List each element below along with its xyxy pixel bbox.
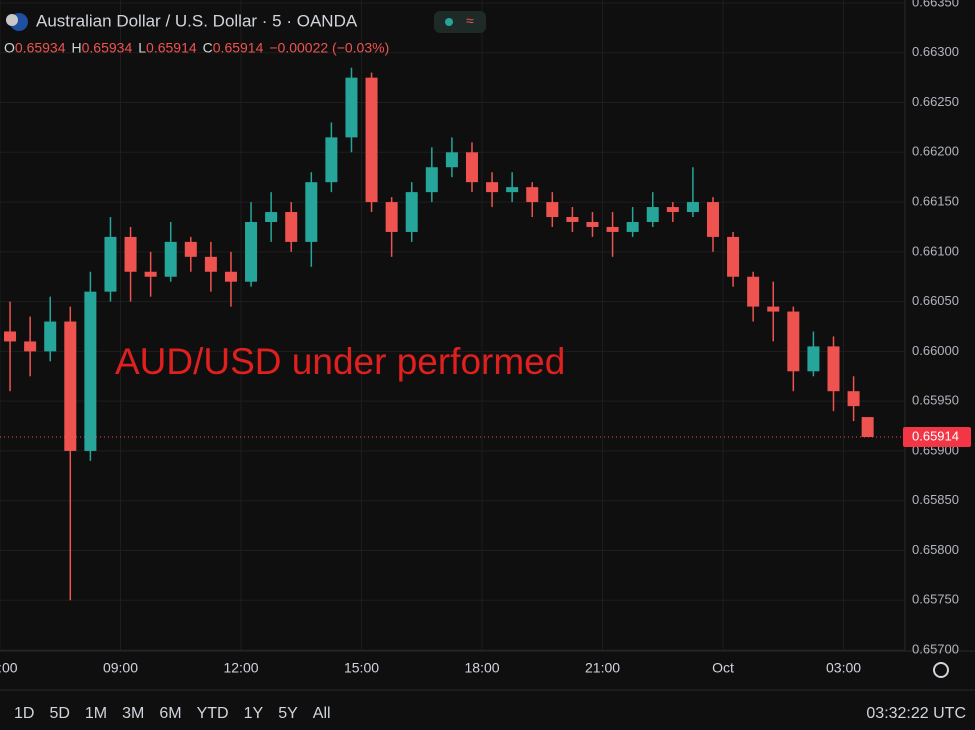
candle-body (4, 331, 17, 342)
candle-body (566, 217, 579, 222)
range-button[interactable]: 3M (122, 705, 144, 722)
x-tick-label: 09:00 (103, 660, 138, 676)
range-button[interactable]: 6M (159, 705, 181, 722)
candle-body (861, 417, 874, 437)
range-button[interactable]: All (313, 705, 331, 722)
candle-body (727, 236, 740, 277)
ohlc-value: 0.65914 (213, 40, 264, 56)
last-price-tag (903, 426, 971, 447)
status-dot (445, 18, 453, 26)
candle-body (425, 167, 438, 193)
candle-body (305, 182, 318, 242)
candles (4, 67, 874, 601)
candle-body (64, 321, 77, 451)
candle-body (224, 271, 237, 282)
candle-body (747, 276, 760, 307)
status-icon: ≈ (466, 13, 474, 29)
ohlc-label: L (138, 40, 146, 56)
candle-body (265, 212, 278, 222)
x-tick-label: 15:00 (344, 660, 379, 676)
y-tick-label: 0.65750 (912, 592, 959, 607)
candle-body (586, 221, 599, 227)
y-tick-label: 0.65950 (912, 393, 959, 408)
x-tick-label: 06:00 (0, 660, 18, 676)
ohlc-label: H (72, 40, 82, 56)
status-badge (434, 11, 486, 33)
y-tick-label: 0.66150 (912, 194, 959, 209)
candle-body (345, 77, 358, 138)
x-tick-label: 18:00 (465, 660, 500, 676)
range-button[interactable]: 5Y (278, 705, 298, 722)
y-tick-label: 0.66100 (912, 243, 959, 258)
candle-body (526, 187, 539, 203)
x-tick-label: 12:00 (223, 660, 258, 676)
candle-body (827, 346, 840, 392)
y-tick-label: 0.65800 (912, 542, 959, 557)
candle-body (24, 341, 37, 352)
candle-body (405, 192, 418, 232)
candle-body (385, 202, 398, 232)
last-price-label: 0.65914 (912, 428, 959, 443)
candle-body (84, 291, 97, 451)
candle-body (204, 256, 217, 272)
y-tick-label: 0.66000 (912, 343, 959, 358)
ohlc-value: 0.65934 (82, 40, 133, 56)
candle-body (245, 221, 258, 282)
candle-body (124, 236, 137, 272)
candle-body (686, 202, 699, 213)
candle-body (546, 202, 559, 218)
candle-body (787, 311, 800, 372)
candle-body (104, 236, 117, 292)
ohlc-value: 0.65914 (146, 40, 197, 56)
x-tick-label: Oct (712, 660, 734, 676)
candle-body (626, 221, 639, 232)
x-tick-label: 03:00 (826, 660, 861, 676)
y-tick-label: 0.65850 (912, 492, 959, 507)
candle-body (506, 187, 519, 193)
candle-body (807, 346, 820, 372)
settings-gear[interactable] (933, 662, 949, 678)
candle-body (646, 207, 659, 222)
candle-body (706, 202, 719, 237)
range-button[interactable]: 1M (85, 705, 107, 722)
annotation: AUD/USD under performed (115, 341, 565, 382)
range-button[interactable]: 5D (49, 705, 69, 722)
candle-body (445, 152, 458, 168)
settings-icon[interactable] (933, 662, 949, 678)
candle-body (285, 212, 298, 242)
range-button[interactable]: YTD (197, 705, 229, 722)
candle-body (144, 271, 157, 277)
candle-body (164, 241, 177, 277)
flag-icon (6, 14, 18, 26)
y-tick-label: 0.65700 (912, 641, 959, 656)
candle-body (365, 77, 378, 203)
price-change: −0.00022 (−0.03%) (269, 40, 389, 56)
y-tick-label: 0.66250 (912, 94, 959, 109)
range-button[interactable]: 1Y (244, 705, 264, 722)
y-tick-label: 0.66300 (912, 44, 959, 59)
candle-body (465, 152, 478, 183)
candle-body (606, 226, 619, 232)
x-tick-label: 21:00 (585, 660, 620, 676)
ohlc-label: O (4, 40, 15, 56)
candle-body (847, 391, 860, 407)
candle-body (486, 182, 499, 193)
y-tick-label: 0.66200 (912, 144, 959, 159)
symbol-title: Australian Dollar / U.S. Dollar · 5 · OA… (36, 11, 358, 30)
ohlc-value: 0.65934 (15, 40, 66, 56)
candle-body (325, 137, 338, 183)
candle-body (767, 306, 780, 312)
candle-body (44, 321, 57, 352)
range-button[interactable]: 1D (14, 705, 34, 722)
clock: 03:32:22 UTC (866, 705, 966, 722)
y-tick-label: 0.66050 (912, 293, 959, 308)
candle-body (666, 207, 679, 213)
y-tick-label: 0.66350 (912, 0, 959, 9)
candle-body (184, 241, 197, 257)
ohlc-label: C (203, 40, 213, 56)
